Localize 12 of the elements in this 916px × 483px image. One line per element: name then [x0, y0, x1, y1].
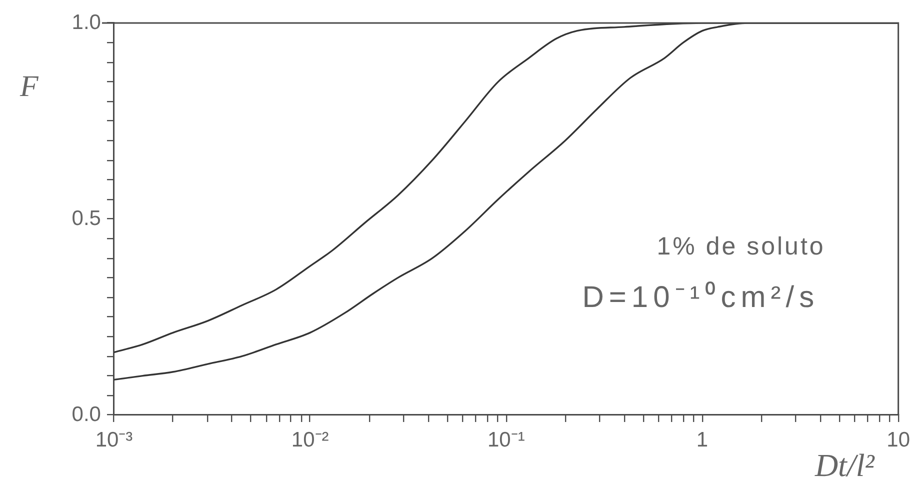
y-tick-label: 1.0	[72, 10, 101, 34]
x-axis-title: Dt/l²	[814, 447, 876, 483]
y-tick-label: 0.0	[72, 402, 101, 426]
y-tick-label: 0.5	[72, 206, 101, 230]
annotation: 1% de soluto	[656, 232, 826, 260]
x-tick-label: 10⁻²	[291, 428, 329, 452]
annotation: D=10⁻¹⁰cm²/s	[582, 281, 820, 314]
y-axis-title: F	[19, 70, 39, 103]
x-tick-label: 1	[696, 428, 708, 452]
x-tick-label: 10	[886, 428, 910, 452]
x-tick-label: 10⁻¹	[487, 428, 525, 452]
x-tick-label: 10⁻³	[95, 428, 133, 452]
